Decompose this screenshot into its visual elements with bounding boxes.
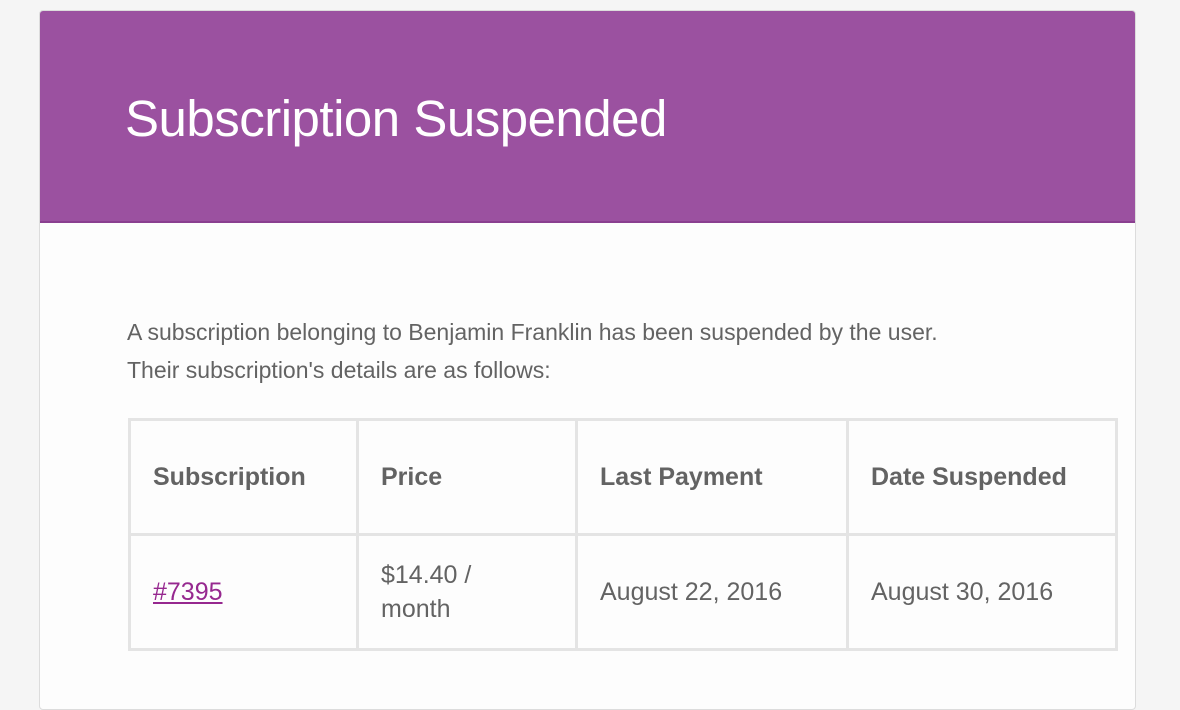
subscription-link[interactable]: #7395 (153, 578, 223, 606)
cell-subscription: #7395 (128, 533, 359, 651)
page-title: Subscription Suspended (125, 90, 667, 147)
table-header-row: Subscription Price Last Payment Date Sus… (128, 418, 1118, 536)
cell-last-payment: August 22, 2016 (575, 533, 849, 651)
cell-date-suspended: August 30, 2016 (846, 533, 1118, 651)
table-row: #7395 $14.40 / month August 22, 2016 Aug… (128, 533, 1118, 651)
header-date-suspended: Date Suspended (846, 418, 1118, 536)
header-price: Price (356, 418, 578, 536)
intro-line-2: Their subscription's details are as foll… (127, 357, 551, 383)
email-card: Subscription Suspended A subscription be… (39, 10, 1136, 710)
email-header: Subscription Suspended (40, 11, 1135, 223)
header-subscription: Subscription (128, 418, 359, 536)
header-last-payment: Last Payment (575, 418, 849, 536)
subscription-details-table: Subscription Price Last Payment Date Sus… (128, 418, 1118, 651)
intro-line-1: A subscription belonging to Benjamin Fra… (127, 319, 938, 345)
intro-text: A subscription belonging to Benjamin Fra… (127, 313, 1087, 389)
cell-price: $14.40 / month (356, 533, 578, 651)
